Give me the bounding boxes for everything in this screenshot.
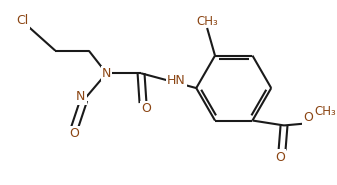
Text: O: O: [303, 111, 313, 124]
Text: N: N: [102, 67, 111, 80]
Text: HN: HN: [167, 74, 186, 87]
Text: Cl: Cl: [17, 14, 29, 28]
Text: N: N: [76, 90, 86, 103]
Text: CH₃: CH₃: [196, 15, 218, 28]
Text: O: O: [275, 151, 285, 164]
Text: CH₃: CH₃: [314, 105, 336, 118]
Text: O: O: [69, 127, 79, 140]
Text: O: O: [141, 102, 151, 115]
